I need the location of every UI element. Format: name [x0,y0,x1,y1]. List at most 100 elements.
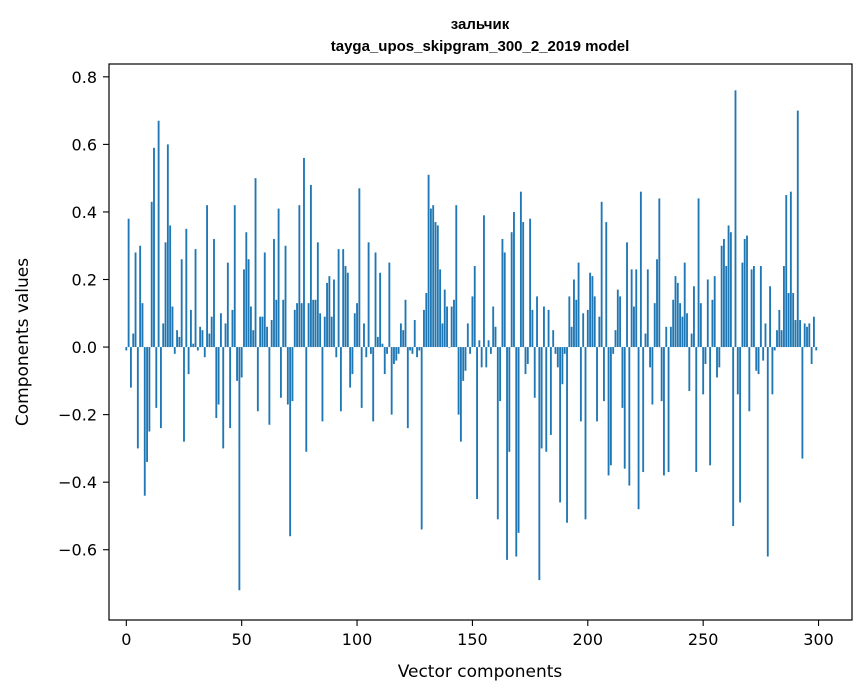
bar-298 [813,316,815,348]
bar-249 [699,303,702,348]
bar-130 [425,293,428,348]
bar-133 [432,205,435,348]
bar-282 [776,330,778,348]
bar-100 [356,303,358,348]
bar-17 [164,242,167,348]
bar-144 [457,347,460,415]
bar-72 [291,347,294,402]
bar-67 [279,347,282,398]
bar-157 [487,340,490,348]
bar-124 [411,347,414,354]
bar-257 [718,347,721,368]
bar-51 [243,269,245,348]
bar-142 [453,299,455,348]
bar-68 [282,299,285,348]
bar-240 [679,303,682,348]
bar-248 [697,198,700,348]
bar-296 [808,323,811,348]
bar-160 [494,326,497,348]
bar-95 [344,266,347,348]
y-axis-label: Components values [13,258,33,426]
x-tick-label: 250 [688,630,719,649]
bar-66 [277,208,280,348]
bar-251 [704,347,707,364]
bar-60 [263,252,266,348]
bar-244 [688,347,691,391]
bar-175 [529,218,532,348]
bar-186 [554,347,557,354]
bar-2 [130,347,132,388]
bar-236 [669,326,672,348]
bar-268 [743,238,746,348]
bar-159 [492,306,495,348]
plot-frame [108,63,853,621]
bar-1 [127,218,130,348]
bar-178 [536,296,538,348]
bar-61 [266,326,268,348]
bar-47 [233,205,236,348]
bar-7 [141,303,144,348]
bar-225 [644,333,647,348]
bar-26 [185,228,188,348]
bar-221 [635,269,638,348]
bar-94 [342,249,345,348]
bar-230 [656,259,658,348]
bar-233 [663,347,665,476]
bar-218 [628,347,631,486]
bar-75 [298,205,301,348]
bar-288 [789,191,792,348]
bar-63 [270,320,273,348]
bar-200 [586,309,589,348]
bar-283 [778,309,781,348]
bar-162 [499,347,502,402]
bar-21 [173,347,176,354]
bar-253 [709,347,712,466]
bar-131 [427,174,430,348]
bar-267 [741,262,744,348]
bar-122 [406,347,409,429]
bar-105 [367,242,370,348]
bar-92 [337,249,340,348]
bar-204 [596,347,598,422]
bar-43 [224,323,227,348]
bar-137 [441,323,444,348]
bar-14 [157,120,160,348]
bar-52 [245,232,248,348]
bar-29 [192,343,195,348]
bar-80 [309,184,312,348]
bar-173 [524,347,527,375]
bar-280 [771,347,774,395]
bar-116 [393,347,395,364]
bar-274 [757,347,760,375]
bar-102 [360,347,363,408]
bar-177 [533,347,536,398]
bar-292 [799,320,802,348]
bar-4 [134,252,137,348]
bar-203 [593,296,596,348]
bar-16 [162,323,165,348]
bar-109 [376,336,379,348]
bar-89 [330,316,333,348]
bar-262 [729,232,732,348]
bar-11 [150,201,153,348]
bar-197 [579,347,582,422]
bar-20 [171,306,174,348]
bar-104 [365,347,368,358]
bar-40 [217,347,220,405]
bar-289 [792,293,795,348]
chart-title: зальчик [451,16,510,33]
bar-97 [349,347,352,388]
bar-205 [598,316,601,348]
bar-140 [448,347,451,348]
bar-28 [189,309,192,348]
bar-227 [649,347,652,368]
bar-191 [566,347,568,523]
bar-256 [716,347,718,378]
bar-62 [268,347,271,425]
bar-50 [240,347,243,378]
bar-65 [275,299,278,348]
bar-239 [676,282,679,348]
bar-153 [478,340,481,348]
bar-108 [374,252,377,348]
